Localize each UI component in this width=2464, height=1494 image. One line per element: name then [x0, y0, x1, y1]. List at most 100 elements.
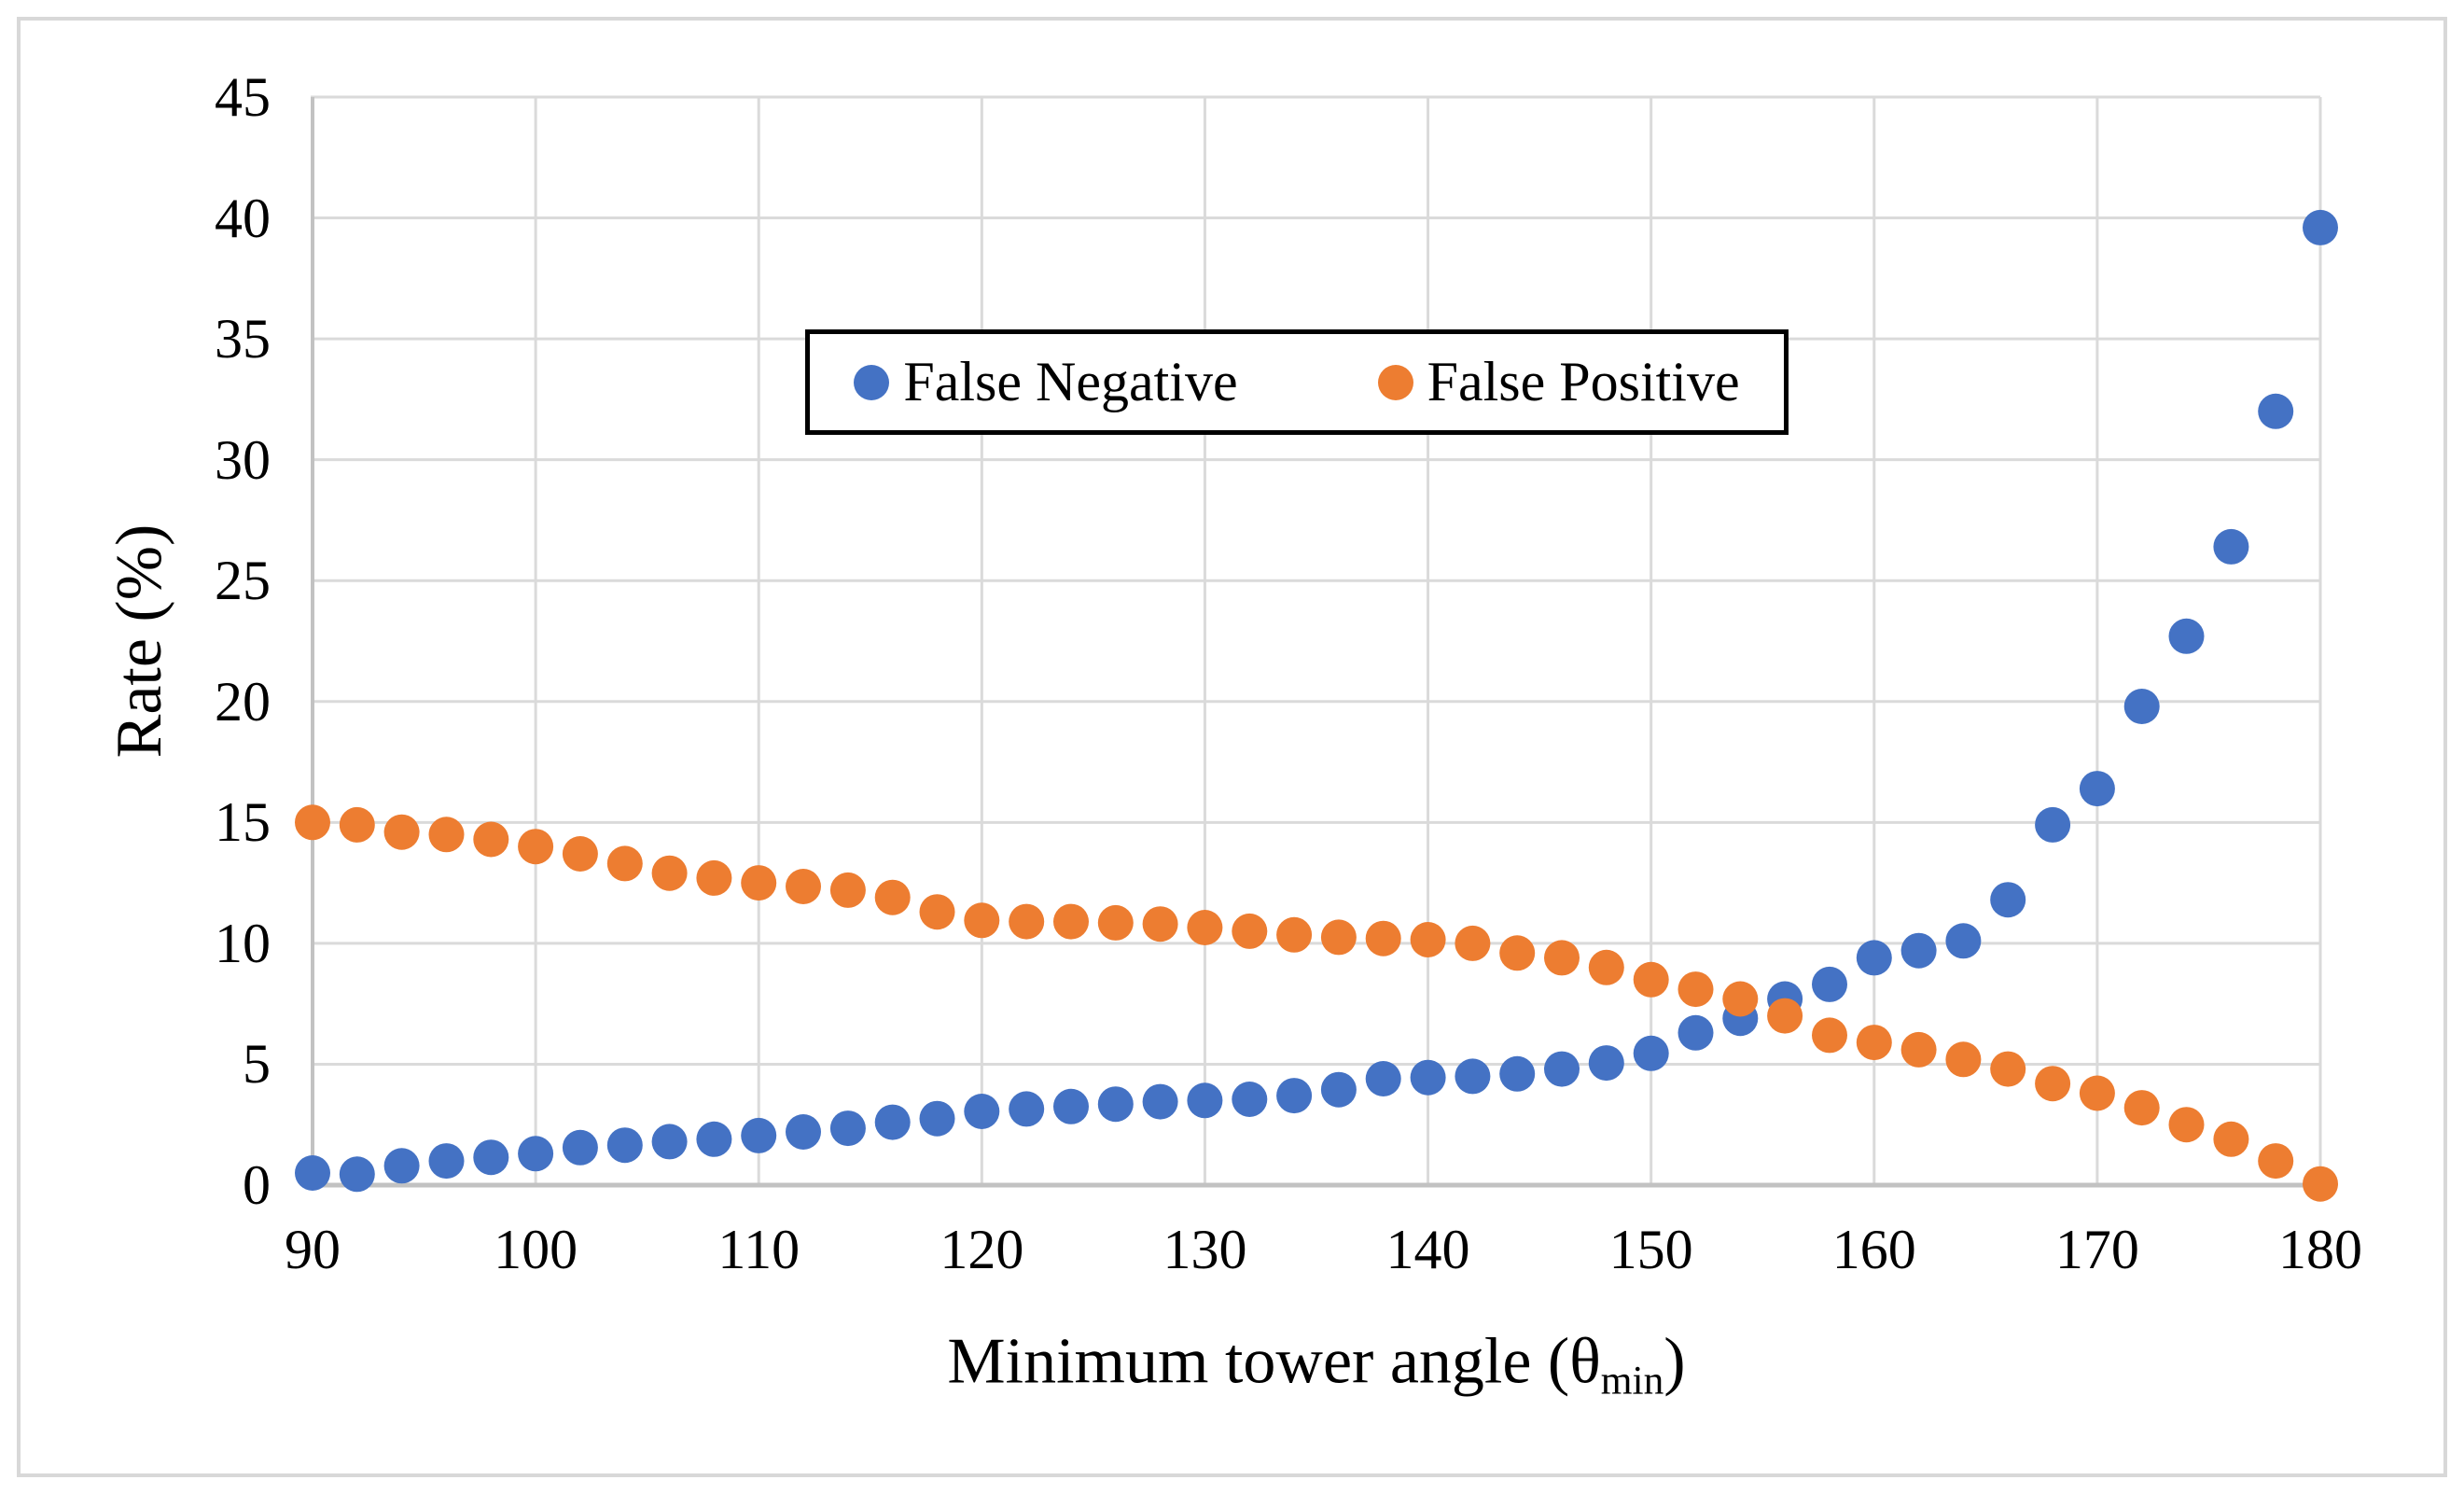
- data-point-false-negative: [1812, 966, 1847, 1002]
- data-point-false-positive: [1097, 904, 1134, 941]
- x-tick-label: 120: [940, 1219, 1024, 1280]
- data-point-false-positive: [1812, 1017, 1847, 1054]
- legend-label-false-positive: False Positive: [1427, 351, 1740, 412]
- data-point-false-positive: [295, 804, 330, 841]
- data-point-false-negative: [1053, 1088, 1089, 1124]
- data-point-false-negative: [1142, 1083, 1178, 1120]
- data-point-false-positive: [1588, 949, 1624, 985]
- data-point-false-negative: [696, 1121, 732, 1157]
- data-point-false-negative: [1365, 1061, 1401, 1096]
- data-point-false-negative: [1187, 1082, 1223, 1119]
- data-point-false-negative: [829, 1110, 866, 1147]
- y-tick-label: 20: [215, 670, 271, 733]
- data-point-false-negative: [1945, 923, 1982, 959]
- data-point-false-negative: [1097, 1086, 1134, 1123]
- data-point-false-negative: [428, 1143, 465, 1180]
- data-point-false-positive: [1009, 903, 1045, 940]
- data-point-false-positive: [383, 814, 420, 850]
- y-tick-label: 5: [243, 1033, 271, 1096]
- data-point-false-positive: [606, 845, 643, 882]
- legend-item-false-positive: False Positive: [1377, 350, 1740, 414]
- data-point-false-negative: [1633, 1035, 1669, 1071]
- data-point-false-positive: [1900, 1031, 1937, 1068]
- data-point-false-positive: [874, 879, 911, 915]
- data-point-false-positive: [2035, 1066, 2071, 1102]
- y-tick-label: 25: [215, 550, 271, 612]
- x-tick-label: 90: [285, 1219, 341, 1280]
- data-point-false-positive: [1722, 981, 1759, 1017]
- data-point-false-negative: [1544, 1051, 1580, 1087]
- data-point-false-positive: [2258, 1143, 2294, 1180]
- x-tick-label: 140: [1385, 1219, 1470, 1280]
- data-point-false-negative: [741, 1117, 777, 1153]
- data-point-false-positive: [1187, 910, 1223, 945]
- y-tick-label: 30: [215, 428, 271, 491]
- data-point-false-negative: [383, 1148, 420, 1184]
- data-point-false-negative: [1856, 940, 1892, 976]
- data-point-false-negative: [964, 1094, 1000, 1129]
- data-point-false-positive: [2303, 1166, 2338, 1202]
- data-point-false-negative: [2258, 393, 2294, 429]
- x-tick-label: 170: [2054, 1219, 2139, 1280]
- data-point-false-positive: [1856, 1025, 1892, 1061]
- data-point-false-positive: [651, 855, 688, 891]
- data-point-false-negative: [1588, 1045, 1624, 1082]
- data-point-false-positive: [1232, 913, 1268, 949]
- data-point-false-positive: [1410, 922, 1446, 957]
- data-point-false-negative: [874, 1104, 911, 1140]
- x-axis-title: Minimum tower angle (θmin): [947, 1324, 1685, 1403]
- y-tick-label: 45: [215, 66, 271, 128]
- y-tick-label: 15: [215, 791, 271, 854]
- data-point-false-positive: [518, 829, 554, 865]
- x-axis-title-subscript: min: [1600, 1358, 1664, 1403]
- data-point-false-negative: [786, 1114, 821, 1150]
- data-point-false-negative: [1410, 1059, 1446, 1096]
- data-point-false-positive: [428, 817, 465, 853]
- data-point-false-negative: [1455, 1058, 1491, 1095]
- data-point-false-positive: [473, 821, 509, 858]
- data-point-false-negative: [562, 1129, 598, 1166]
- data-point-false-positive: [1365, 920, 1401, 956]
- x-tick-label: 150: [1608, 1219, 1693, 1280]
- data-point-false-negative: [606, 1127, 643, 1164]
- x-axis-title-main: Minimum tower angle (θ: [947, 1325, 1601, 1398]
- data-point-false-positive: [1544, 940, 1580, 976]
- data-point-false-negative: [1499, 1055, 1536, 1092]
- x-tick-label: 100: [494, 1219, 578, 1280]
- data-point-false-positive: [829, 872, 866, 908]
- data-point-false-positive: [1633, 961, 1669, 998]
- data-point-false-negative: [2079, 771, 2115, 807]
- data-point-false-positive: [1320, 919, 1357, 956]
- data-point-false-negative: [2213, 528, 2249, 565]
- data-point-false-negative: [651, 1124, 688, 1160]
- data-point-false-positive: [964, 902, 1000, 939]
- data-point-false-positive: [1499, 935, 1536, 971]
- y-tick-label: 35: [215, 308, 271, 370]
- data-point-false-negative: [1232, 1082, 1268, 1117]
- data-point-false-negative: [295, 1155, 330, 1191]
- data-point-false-negative: [518, 1136, 554, 1172]
- data-point-false-negative: [1990, 882, 2026, 918]
- y-tick-label: 10: [215, 912, 271, 974]
- y-axis-title: Rate (%): [104, 524, 175, 759]
- data-point-false-positive: [1767, 998, 1803, 1034]
- data-point-false-negative: [1677, 1014, 1714, 1051]
- data-point-false-positive: [1276, 916, 1313, 953]
- data-point-false-negative: [1009, 1091, 1045, 1127]
- data-point-false-negative: [2303, 209, 2338, 245]
- x-axis-title-close: ): [1664, 1325, 1686, 1398]
- data-point-false-negative: [473, 1139, 509, 1176]
- x-tick-label: 110: [717, 1219, 800, 1280]
- data-point-false-negative: [2168, 618, 2205, 654]
- data-point-false-negative: [1900, 932, 1937, 969]
- y-tick-label: 0: [243, 1154, 271, 1216]
- legend-label-false-negative: False Negative: [903, 351, 1238, 412]
- data-point-false-positive: [786, 869, 821, 904]
- false-negative-marker-icon: [854, 364, 890, 400]
- data-point-false-positive: [741, 865, 777, 901]
- data-point-false-positive: [1677, 971, 1714, 1008]
- data-point-false-positive: [1053, 903, 1089, 940]
- data-point-false-positive: [339, 806, 375, 843]
- data-point-false-negative: [339, 1156, 375, 1193]
